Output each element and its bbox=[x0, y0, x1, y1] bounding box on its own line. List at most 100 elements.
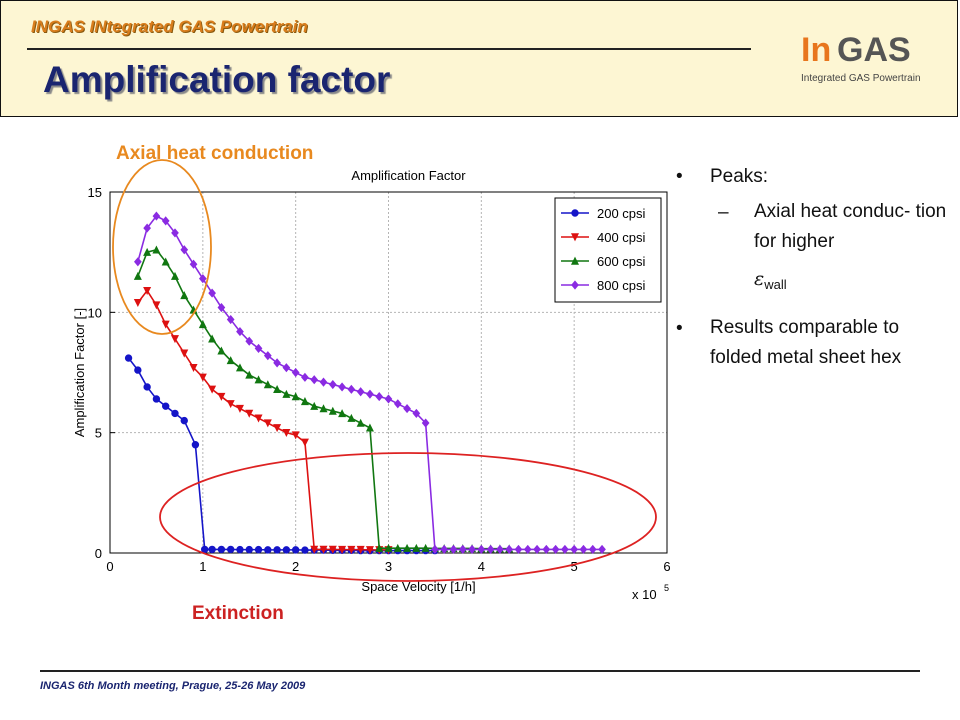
data-point bbox=[161, 320, 170, 329]
data-point bbox=[152, 245, 161, 254]
data-point bbox=[598, 544, 606, 554]
data-point bbox=[328, 545, 337, 554]
data-point bbox=[338, 545, 347, 554]
data-point bbox=[217, 346, 226, 355]
chart-title: Amplification Factor bbox=[351, 168, 466, 183]
x-tick-label: 5 bbox=[571, 559, 578, 574]
data-point bbox=[338, 409, 347, 418]
data-point bbox=[226, 400, 235, 409]
data-point bbox=[152, 211, 161, 221]
header-rule bbox=[27, 48, 751, 50]
data-point bbox=[263, 419, 272, 428]
footer-text: INGAS 6th Month meeting, Prague, 25-26 M… bbox=[40, 680, 306, 692]
data-point bbox=[254, 375, 263, 384]
data-point bbox=[133, 271, 142, 280]
extinction-circle bbox=[159, 452, 657, 582]
data-point bbox=[431, 544, 439, 554]
data-point bbox=[468, 544, 476, 554]
x-tick-label: 6 bbox=[663, 559, 670, 574]
data-point bbox=[282, 546, 291, 554]
data-point bbox=[300, 438, 309, 447]
data-point bbox=[310, 375, 319, 385]
project-title: INGAS INtegrated GAS Powertrain bbox=[31, 17, 308, 36]
legend-label: 400 cpsi bbox=[597, 230, 646, 245]
data-point bbox=[180, 349, 189, 358]
data-point bbox=[300, 397, 309, 406]
data-point bbox=[403, 543, 412, 552]
data-point bbox=[161, 257, 170, 266]
logo-gas-text: GAS bbox=[837, 31, 911, 69]
x-tick-label: 1 bbox=[199, 559, 206, 574]
data-point bbox=[523, 544, 532, 554]
data-point bbox=[403, 404, 411, 414]
data-point bbox=[245, 370, 254, 379]
data-point bbox=[189, 259, 198, 269]
data-point bbox=[542, 544, 551, 554]
x-axis-label: Space Velocity [1/h] bbox=[361, 579, 475, 594]
data-point bbox=[254, 414, 263, 423]
data-point bbox=[180, 416, 188, 425]
data-point bbox=[263, 351, 272, 361]
ingas-logo: In GAS Integrated GAS Powertrain bbox=[801, 31, 931, 87]
data-point bbox=[486, 544, 495, 554]
data-point bbox=[282, 389, 291, 398]
data-point bbox=[356, 545, 365, 554]
data-point bbox=[273, 358, 281, 368]
data-point bbox=[162, 402, 170, 410]
data-point bbox=[533, 544, 541, 554]
data-point bbox=[273, 546, 281, 554]
data-point bbox=[319, 377, 328, 387]
x-tick-label: 3 bbox=[385, 559, 392, 574]
axial-heat-circle bbox=[112, 159, 212, 335]
data-point bbox=[152, 301, 161, 310]
data-point bbox=[143, 247, 152, 256]
data-point bbox=[291, 546, 300, 554]
legend-marker bbox=[570, 256, 580, 265]
data-point bbox=[282, 363, 291, 373]
data-point bbox=[375, 391, 384, 402]
data-point bbox=[143, 223, 151, 233]
logo-subtitle: Integrated GAS Powertrain bbox=[801, 73, 921, 84]
data-point bbox=[505, 544, 514, 554]
data-point bbox=[161, 216, 170, 226]
data-point bbox=[319, 404, 328, 413]
data-point bbox=[477, 544, 486, 554]
data-point bbox=[236, 545, 244, 554]
legend-marker bbox=[570, 233, 580, 242]
logo-in-text: In bbox=[801, 31, 832, 69]
data-point bbox=[208, 545, 216, 554]
data-point bbox=[393, 543, 402, 552]
data-point bbox=[347, 384, 356, 394]
bullet-peaks: Peaks: bbox=[710, 166, 769, 187]
data-point bbox=[245, 409, 254, 418]
data-point bbox=[264, 546, 272, 554]
data-point bbox=[291, 431, 300, 440]
series-line-400-cpsi bbox=[137, 289, 389, 551]
extinction-callout: Extinction bbox=[192, 603, 284, 624]
sub-bullet-axial: Axial heat conduc- tion for higher bbox=[754, 201, 947, 252]
data-point bbox=[375, 543, 384, 552]
data-point bbox=[198, 320, 207, 329]
data-point bbox=[134, 366, 142, 374]
data-point bbox=[412, 543, 421, 552]
data-point bbox=[384, 543, 393, 552]
data-point bbox=[588, 544, 597, 554]
data-point bbox=[328, 406, 337, 415]
data-point bbox=[254, 343, 263, 354]
data-point bbox=[198, 373, 207, 382]
legend-label: 600 cpsi bbox=[597, 254, 646, 269]
slide-header: INGAS INtegrated GAS Powertrain Amplific… bbox=[0, 0, 958, 117]
data-point bbox=[421, 418, 430, 428]
data-point bbox=[291, 367, 300, 378]
data-point bbox=[191, 441, 200, 449]
data-point bbox=[347, 545, 356, 554]
epsilon-wall-label: εwall bbox=[754, 268, 787, 292]
data-point bbox=[421, 543, 430, 552]
epsilon-symbol: ε bbox=[754, 268, 765, 290]
data-point bbox=[235, 404, 244, 413]
data-point bbox=[189, 363, 198, 373]
data-point bbox=[458, 544, 467, 554]
data-point bbox=[449, 544, 458, 554]
data-point bbox=[171, 409, 179, 418]
data-point bbox=[273, 385, 282, 394]
